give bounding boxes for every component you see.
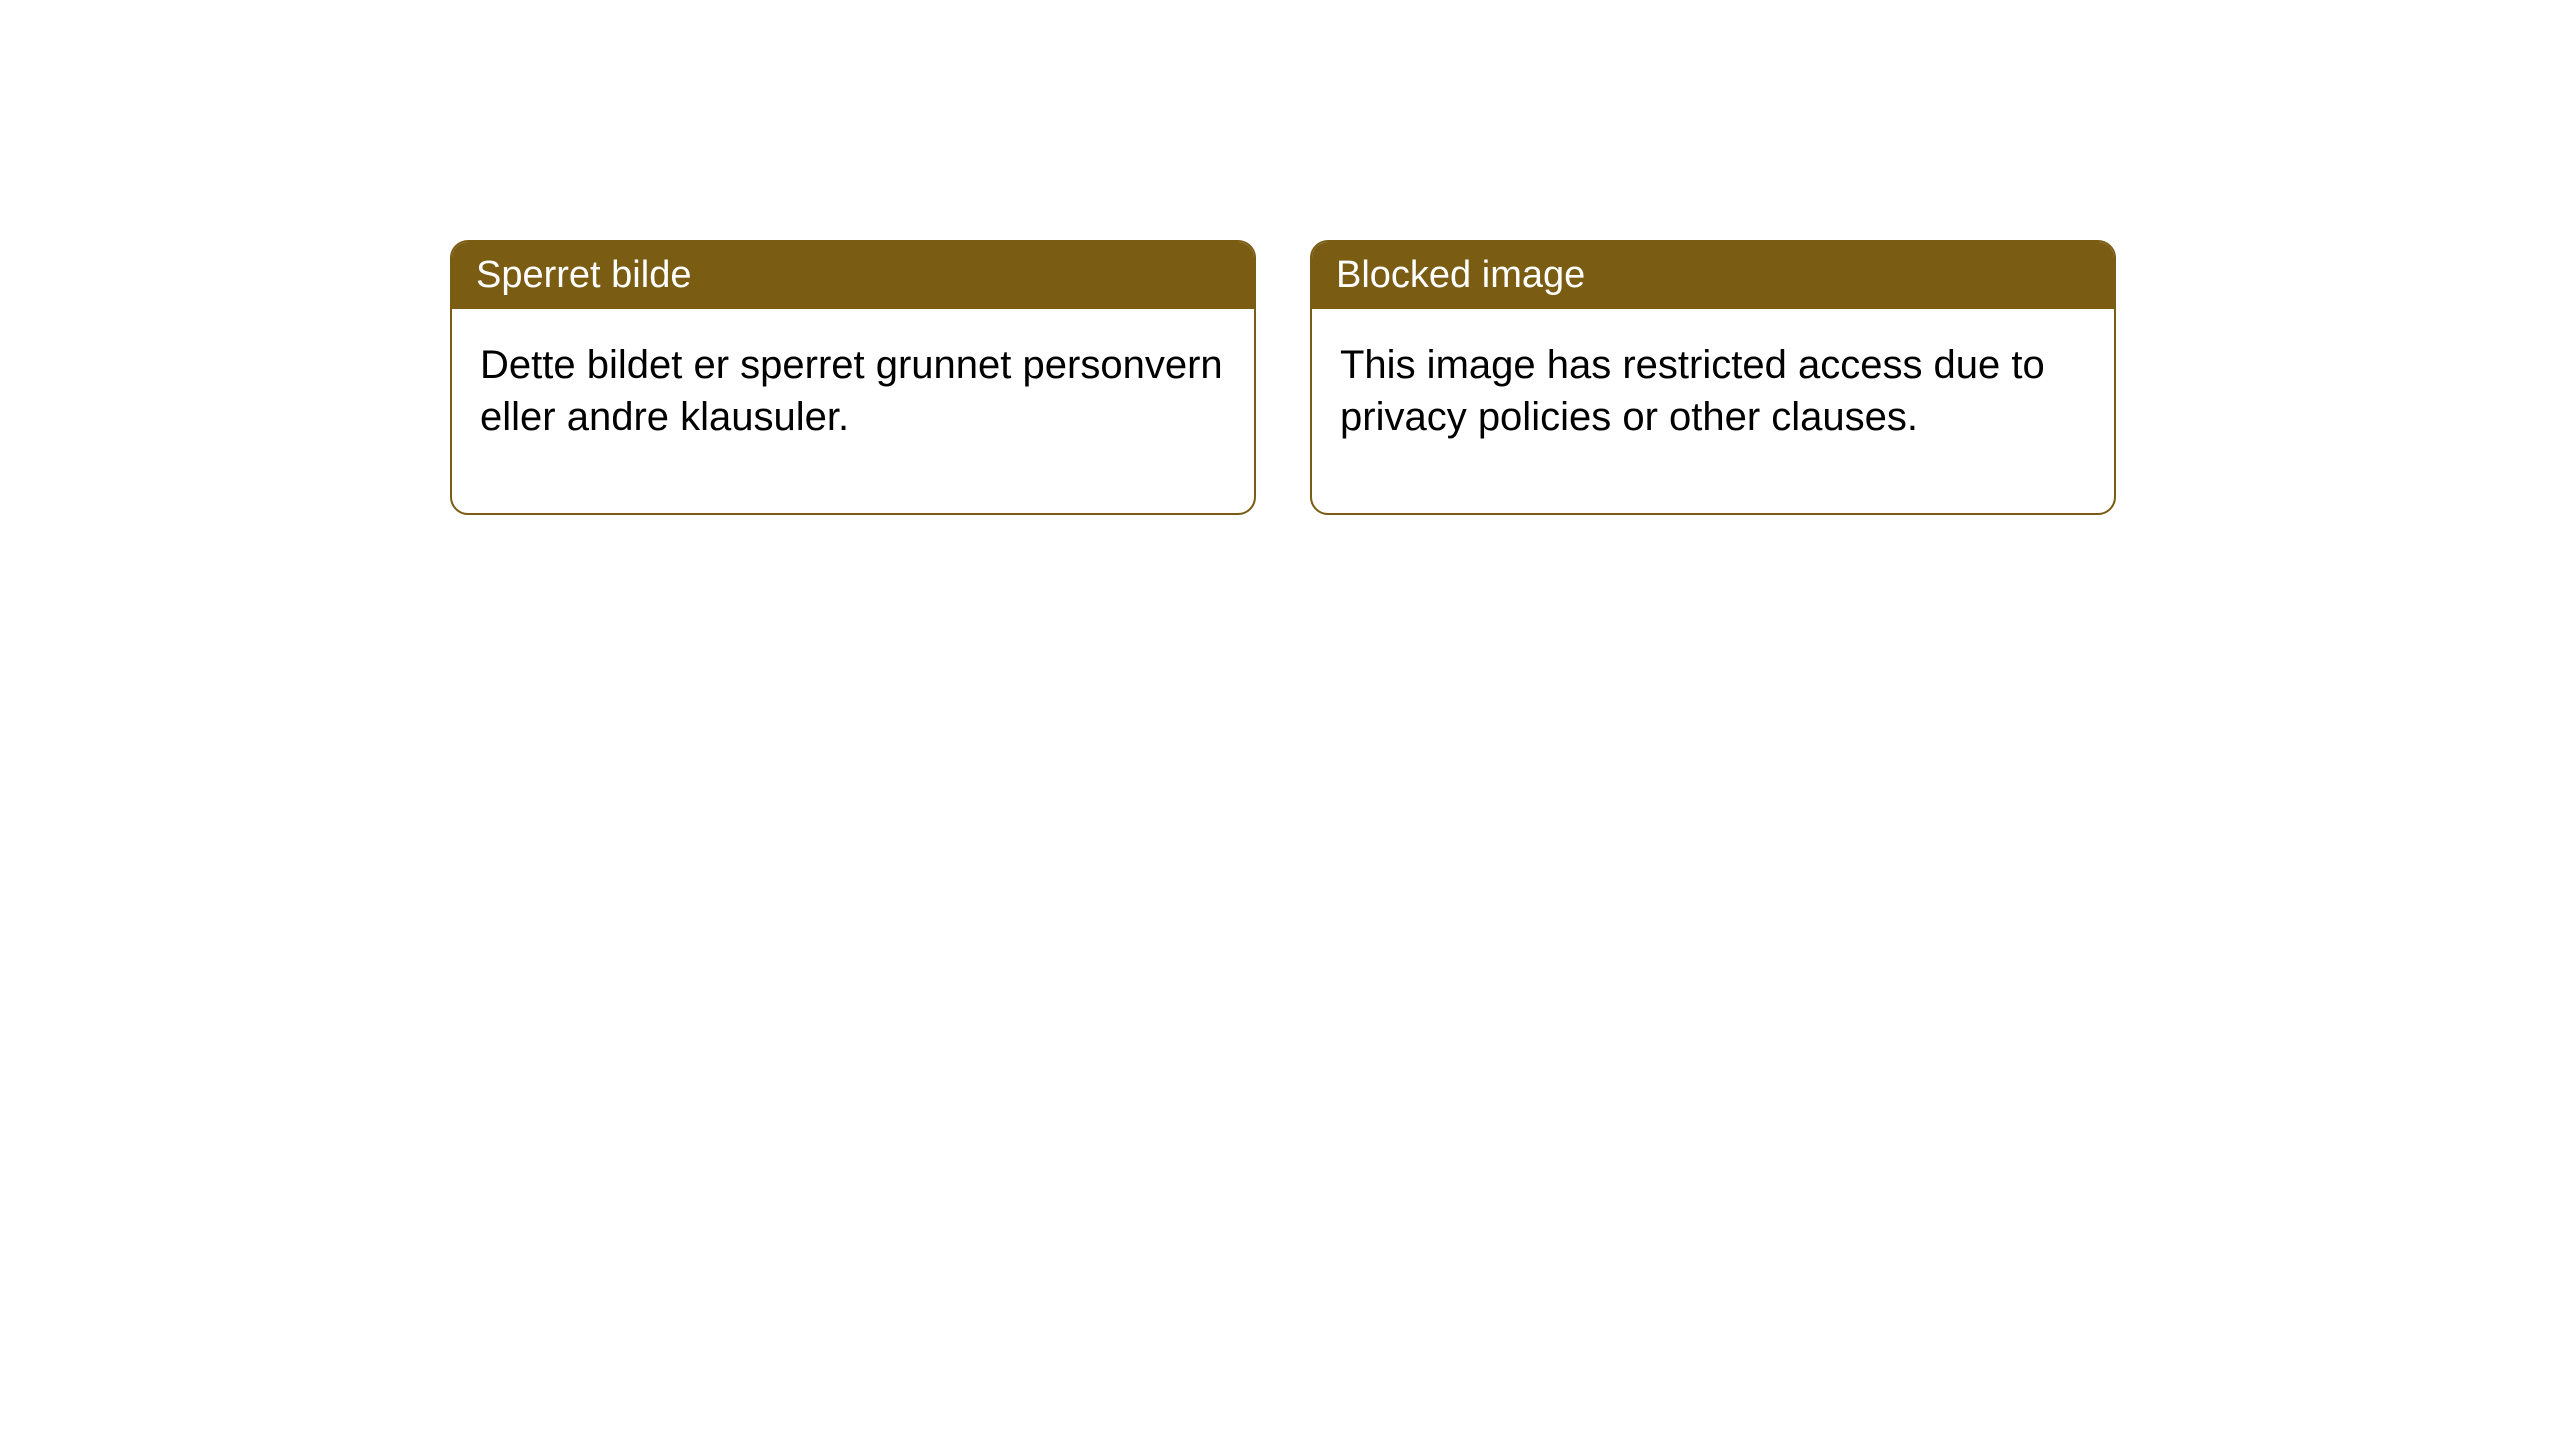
card-title: Sperret bilde <box>476 254 691 296</box>
notice-cards-container: Sperret bilde Dette bildet er sperret gr… <box>450 240 2560 515</box>
card-body-text: This image has restricted access due to … <box>1340 343 2045 439</box>
notice-card-english: Blocked image This image has restricted … <box>1310 240 2116 515</box>
card-body: Dette bildet er sperret grunnet personve… <box>452 309 1254 513</box>
card-body: This image has restricted access due to … <box>1312 309 2114 513</box>
card-body-text: Dette bildet er sperret grunnet personve… <box>480 343 1223 439</box>
notice-card-norwegian: Sperret bilde Dette bildet er sperret gr… <box>450 240 1256 515</box>
card-title: Blocked image <box>1336 254 1585 296</box>
card-header: Blocked image <box>1312 242 2114 309</box>
card-header: Sperret bilde <box>452 242 1254 309</box>
